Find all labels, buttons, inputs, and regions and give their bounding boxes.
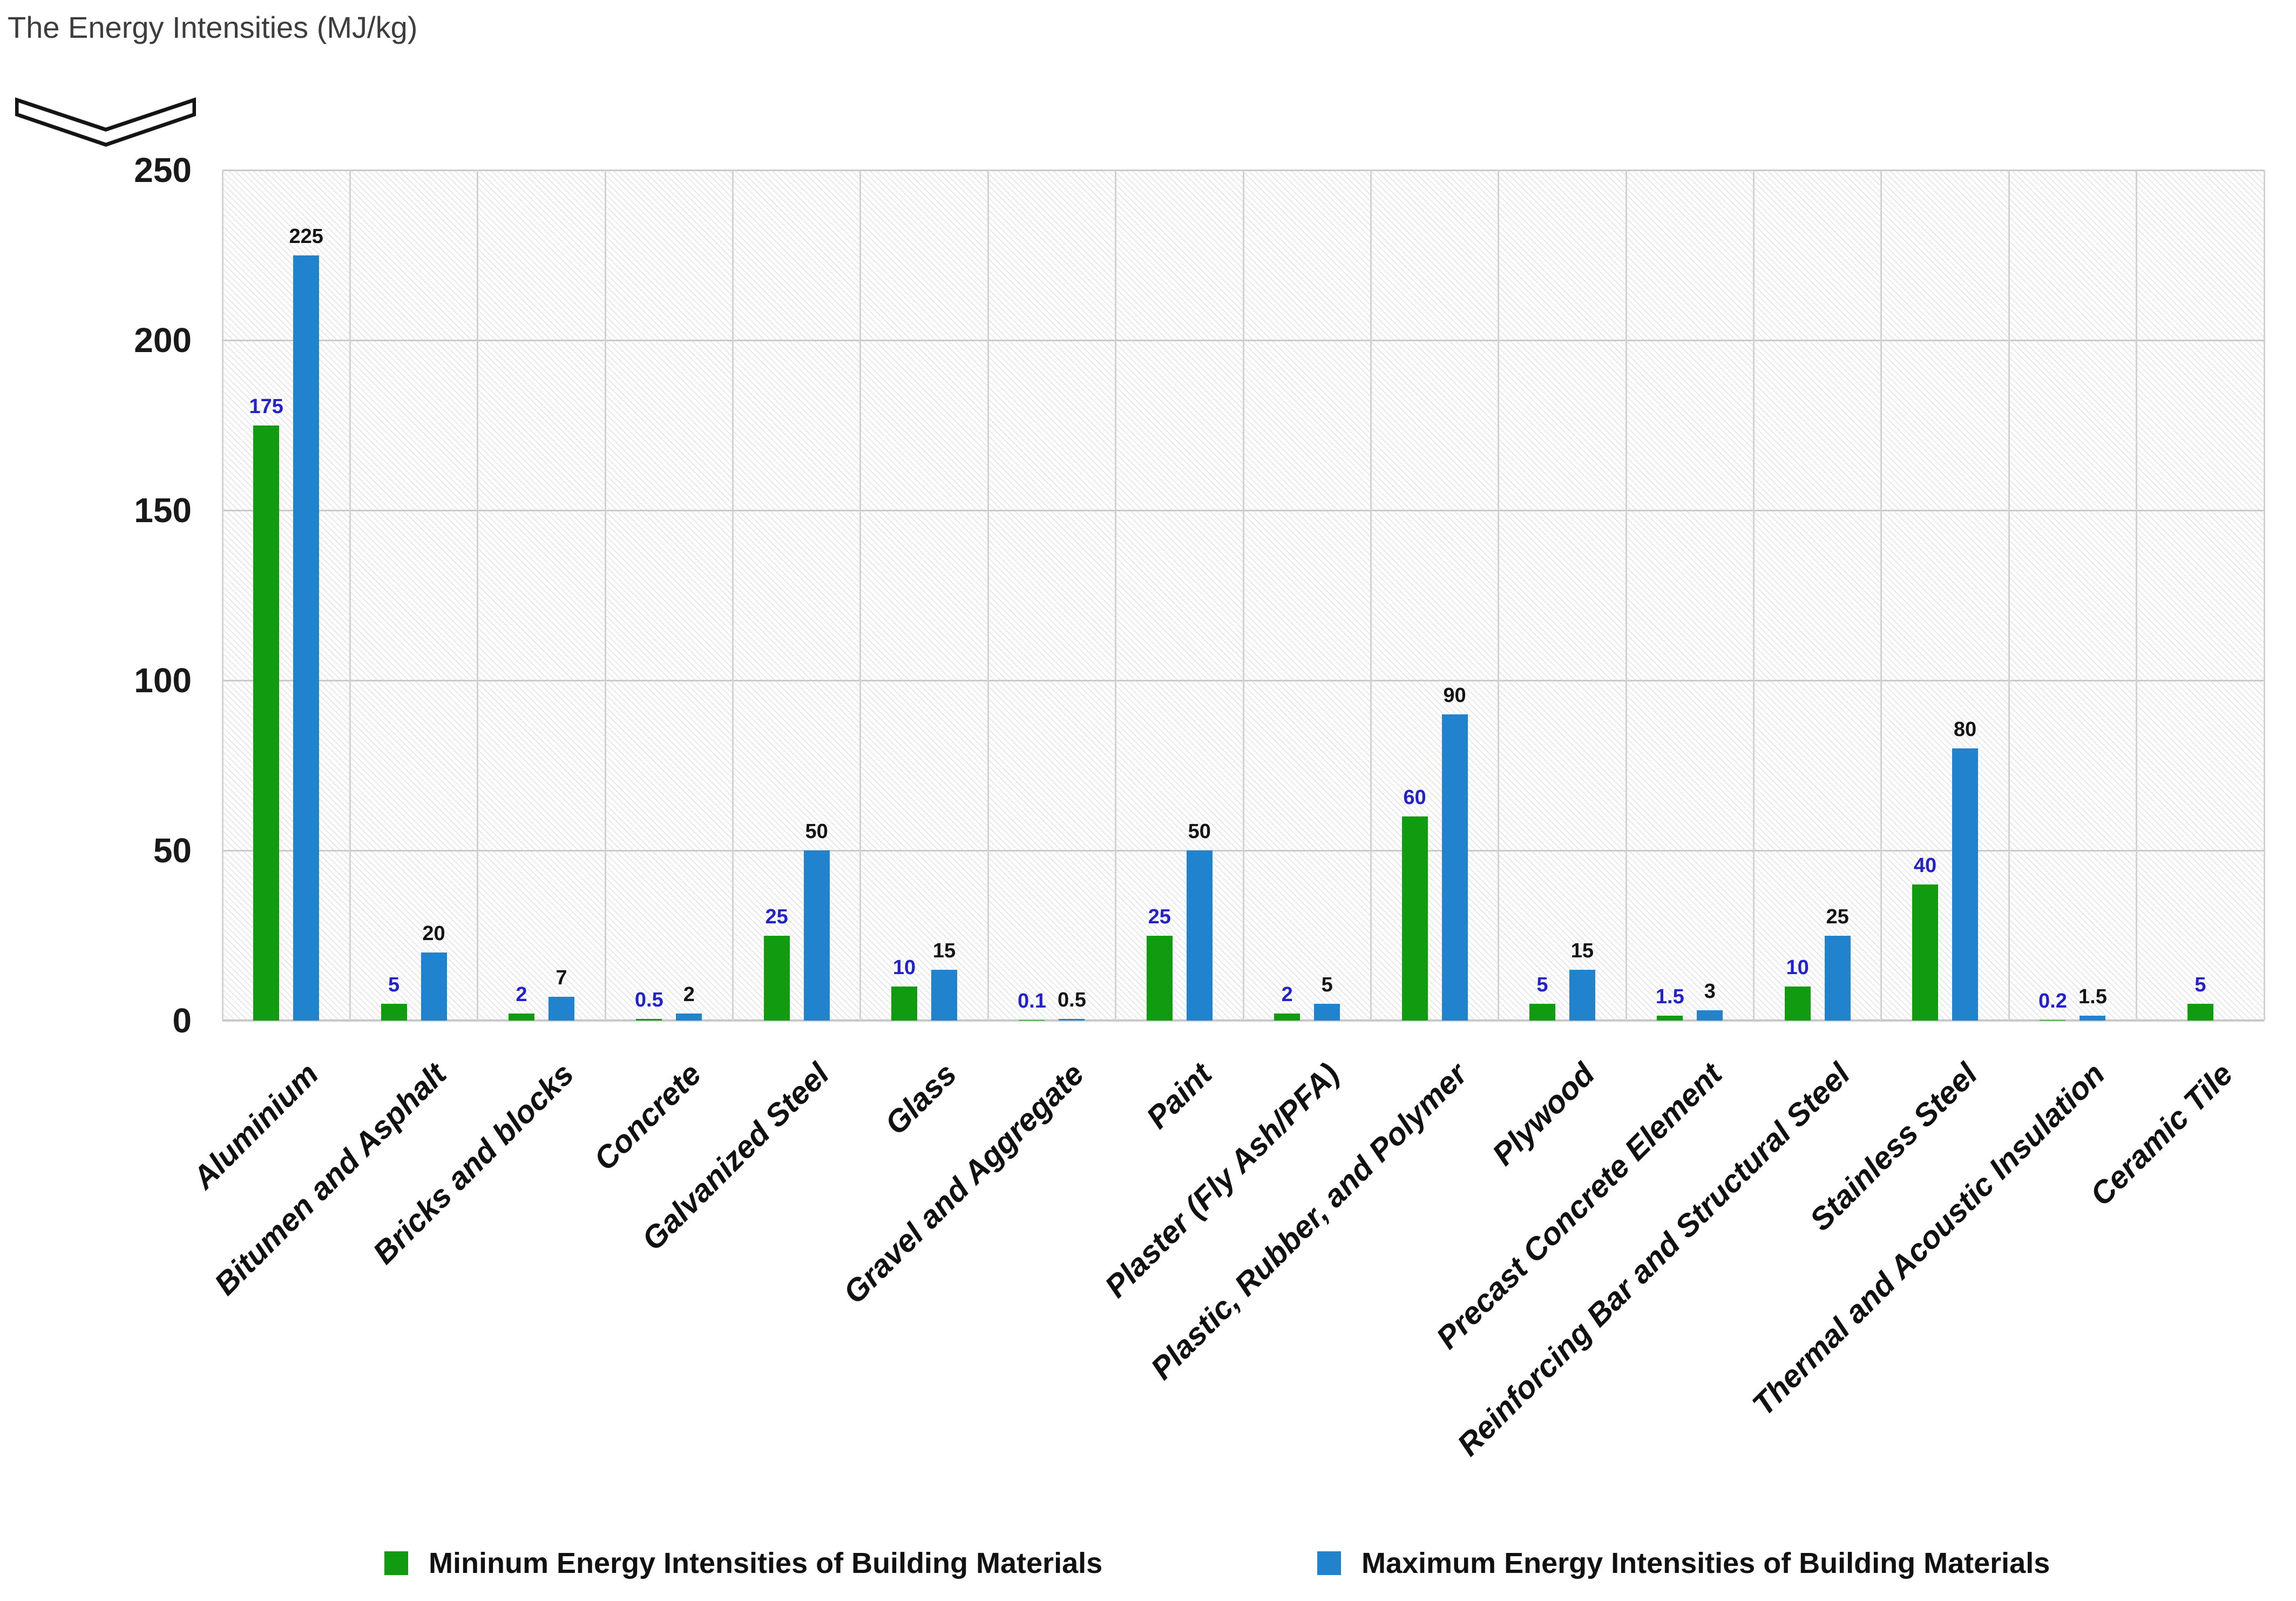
bar-max-Paint: [1186, 850, 1213, 1021]
bar-value-label: 175: [249, 395, 283, 418]
bar-value-label: 80: [1953, 718, 1977, 741]
bar-min-Glass: [891, 987, 918, 1021]
gridline-vertical: [221, 170, 223, 1021]
bar-min-Plaster (Fly Ash/PFA): [1274, 1014, 1301, 1021]
bar-value-label: 0.1: [1018, 990, 1046, 1013]
chart-title: The Energy Intensities (MJ/kg): [8, 10, 418, 44]
bar-value-label: 90: [1443, 684, 1466, 707]
axis-break-chevron-icon: [15, 97, 196, 147]
gridline-vertical: [987, 170, 989, 1021]
bar-max-Bitumen and Asphalt: [421, 953, 447, 1021]
y-axis-tick-label: 50: [153, 831, 192, 870]
gridline-vertical: [1625, 170, 1627, 1021]
y-axis-tick-label: 150: [134, 491, 192, 530]
bar-value-label: 40: [1913, 854, 1937, 877]
bar-min-Bitumen and Asphalt: [381, 1003, 407, 1021]
bar-max-Plaster (Fly Ash/PFA): [1314, 1003, 1340, 1021]
bar-value-label: 25: [1826, 905, 1849, 928]
bar-value-label: 7: [556, 966, 567, 989]
y-axis-tick-label: 0: [172, 1001, 192, 1040]
bar-max-Plywood: [1569, 969, 1595, 1021]
bar-min-Thermal and Acoustic Insulation: [2040, 1019, 2066, 1021]
bar-min-Paint: [1146, 935, 1173, 1021]
bar-min-Reinforcing Bar and Structural Steel: [1784, 987, 1811, 1021]
gridline-vertical: [2136, 170, 2138, 1021]
bar-max-Precast Concrete Element: [1697, 1010, 1723, 1021]
bar-value-label: 2: [516, 983, 527, 1006]
bar-min-Precast Concrete Element: [1657, 1015, 1683, 1021]
legend-swatch-min: [384, 1551, 408, 1575]
bar-value-label: 0.2: [2038, 989, 2067, 1012]
gridline-vertical: [2263, 170, 2265, 1021]
legend-label-min: Mininum Energy Intensities of Building M…: [429, 1547, 1103, 1579]
bar-min-Plywood: [1529, 1003, 1555, 1021]
bar-max-Bricks and blocks: [548, 996, 574, 1021]
bar-value-label: 10: [892, 956, 916, 979]
gridline-vertical: [1370, 170, 1372, 1021]
gridline-horizontal: [222, 1019, 2264, 1022]
legend-swatch-max: [1317, 1551, 1341, 1575]
bar-min-Plastic, Rubber, and Polymer: [1401, 816, 1428, 1021]
bar-max-Concrete: [676, 1014, 702, 1021]
bar-value-label: 10: [1786, 956, 1809, 979]
bar-value-label: 0.5: [1058, 988, 1086, 1011]
bar-max-Aluminium: [293, 255, 320, 1021]
bar-value-label: 3: [1704, 980, 1716, 1003]
bar-value-label: 2: [1281, 983, 1293, 1006]
gridline-vertical: [477, 170, 479, 1021]
bar-value-label: 0.5: [634, 988, 663, 1011]
bar-value-label: 20: [422, 922, 445, 945]
bar-value-label: 5: [388, 973, 400, 996]
bar-value-label: 225: [289, 225, 323, 248]
bar-min-Ceramic Tile: [2187, 1003, 2213, 1021]
bar-min-Gravel and Aggregate: [1019, 1020, 1045, 1021]
bar-min-Aluminium: [253, 425, 280, 1021]
bar-min-Galvanized Steel: [763, 935, 790, 1021]
bar-value-label: 15: [1570, 939, 1594, 962]
bar-value-label: 2: [683, 983, 695, 1006]
bar-value-label: 5: [2195, 973, 2206, 996]
gridline-vertical: [1242, 170, 1244, 1021]
bar-value-label: 1.5: [2078, 985, 2107, 1008]
bar-value-label: 25: [1148, 905, 1171, 928]
gridline-vertical: [349, 170, 351, 1021]
bar-value-label: 1.5: [1655, 985, 1684, 1008]
bar-max-Galvanized Steel: [803, 850, 830, 1021]
gridline-vertical: [1115, 170, 1117, 1021]
gridline-vertical: [604, 170, 606, 1021]
bar-value-label: 50: [1188, 820, 1211, 843]
bar-value-label: 50: [805, 820, 828, 843]
gridline-vertical: [732, 170, 734, 1021]
gridline-vertical: [1880, 170, 1882, 1021]
bar-min-Concrete: [636, 1018, 662, 1021]
bar-max-Reinforcing Bar and Structural Steel: [1824, 935, 1851, 1021]
plot-area: 175 225 5 20 2 7 0.5 2 25 50 10 15 0.1 0.5 25 50 2 5 60 90 5…: [221, 169, 2265, 1022]
bar-max-Plastic, Rubber, and Polymer: [1441, 714, 1468, 1021]
gridline-vertical: [859, 170, 862, 1021]
y-axis-tick-label: 250: [134, 151, 192, 190]
y-axis-tick-label: 200: [134, 321, 192, 360]
bar-max-Glass: [931, 969, 958, 1021]
bar-min-Bricks and blocks: [508, 1014, 534, 1021]
bar-value-label: 60: [1403, 786, 1426, 809]
legend-item-max: Maximum Energy Intensities of Building M…: [1317, 1549, 2050, 1578]
legend-item-min: Mininum Energy Intensities of Building M…: [384, 1549, 1102, 1578]
y-axis-tick-label: 100: [134, 661, 192, 700]
bar-max-Stainless Steel: [1952, 748, 1979, 1021]
gridline-vertical: [1753, 170, 1755, 1021]
bar-min-Stainless Steel: [1912, 884, 1939, 1021]
bar-max-Gravel and Aggregate: [1059, 1018, 1085, 1021]
gridline-vertical: [2008, 170, 2010, 1021]
gridline-vertical: [1498, 170, 1500, 1021]
bar-value-label: 15: [932, 939, 956, 962]
bar-max-Thermal and Acoustic Insulation: [2080, 1015, 2106, 1021]
bar-value-label: 25: [765, 905, 788, 928]
bar-value-label: 5: [1536, 973, 1548, 996]
bar-value-label: 5: [1321, 973, 1333, 996]
legend-label-max: Maximum Energy Intensities of Building M…: [1362, 1547, 2050, 1579]
